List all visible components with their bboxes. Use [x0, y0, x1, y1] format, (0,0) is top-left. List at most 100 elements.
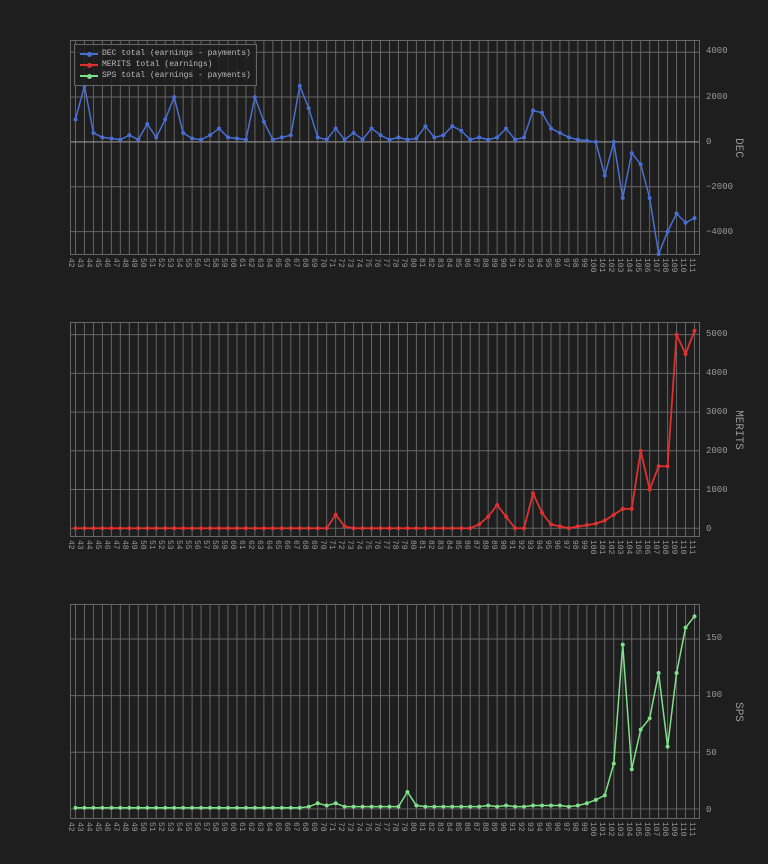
x-tick: 79	[399, 258, 408, 268]
x-tick: 48	[120, 822, 129, 832]
x-tick: 80	[408, 822, 417, 832]
x-tick: 71	[327, 822, 336, 832]
x-tick: 96	[552, 540, 561, 550]
x-tick: 103	[615, 258, 624, 272]
x-tick: 74	[354, 540, 363, 550]
y-tick: 0	[706, 805, 711, 815]
x-tick: 95	[543, 540, 552, 550]
x-tick: 63	[255, 540, 264, 550]
x-tick: 77	[381, 258, 390, 268]
y-tick: 2000	[706, 446, 728, 456]
x-tick: 105	[633, 822, 642, 836]
x-tick: 50	[138, 258, 147, 268]
x-tick: 94	[534, 258, 543, 268]
x-tick: 65	[273, 258, 282, 268]
x-tick: 49	[129, 258, 138, 268]
x-tick: 79	[399, 822, 408, 832]
x-tick: 67	[291, 822, 300, 832]
x-tick: 84	[444, 258, 453, 268]
x-tick: 102	[606, 822, 615, 836]
x-tick: 85	[453, 822, 462, 832]
x-tick: 99	[579, 258, 588, 268]
x-tick: 98	[570, 258, 579, 268]
x-tick: 78	[390, 540, 399, 550]
x-tick: 102	[606, 540, 615, 554]
x-tick: 88	[480, 258, 489, 268]
x-tick: 96	[552, 822, 561, 832]
x-tick: 51	[147, 540, 156, 550]
x-tick: 66	[282, 822, 291, 832]
x-tick: 52	[156, 822, 165, 832]
x-tick: 100	[588, 540, 597, 554]
x-tick: 76	[372, 822, 381, 832]
legend-label: MERITS total (earnings)	[102, 59, 212, 70]
x-tick: 91	[507, 822, 516, 832]
x-tick: 72	[336, 258, 345, 268]
x-tick: 61	[237, 540, 246, 550]
x-tick: 71	[327, 540, 336, 550]
x-tick: 68	[300, 258, 309, 268]
x-tick: 108	[660, 258, 669, 272]
x-tick: 60	[228, 540, 237, 550]
x-tick: 92	[516, 258, 525, 268]
x-tick: 76	[372, 540, 381, 550]
x-tick: 70	[318, 540, 327, 550]
x-axis-sps: 4243444546474849505152535455565758596061…	[70, 819, 700, 849]
x-tick: 87	[471, 258, 480, 268]
x-tick: 82	[426, 822, 435, 832]
x-tick: 102	[606, 258, 615, 272]
x-tick: 107	[651, 822, 660, 836]
x-tick: 58	[210, 540, 219, 550]
x-tick: 111	[687, 258, 696, 272]
x-tick: 85	[453, 540, 462, 550]
x-tick: 66	[282, 540, 291, 550]
y-tick: 5000	[706, 329, 728, 339]
y-label: MERITS	[732, 410, 744, 450]
x-tick: 58	[210, 258, 219, 268]
x-tick: 106	[642, 258, 651, 272]
x-tick: 44	[84, 822, 93, 832]
x-tick: 62	[246, 540, 255, 550]
x-tick: 60	[228, 822, 237, 832]
x-tick: 45	[93, 822, 102, 832]
x-tick: 57	[201, 822, 210, 832]
x-tick: 59	[219, 822, 228, 832]
x-tick: 46	[102, 258, 111, 268]
legend-swatch	[80, 64, 98, 66]
x-tick: 75	[363, 822, 372, 832]
chart-svg-sps	[71, 605, 699, 818]
x-tick: 68	[300, 822, 309, 832]
x-tick: 82	[426, 258, 435, 268]
y-tick: 2000	[706, 92, 728, 102]
x-tick: 51	[147, 258, 156, 268]
x-tick: 74	[354, 822, 363, 832]
x-tick: 81	[417, 540, 426, 550]
y-tick: 1000	[706, 485, 728, 495]
y-tick: −2000	[706, 182, 733, 192]
x-tick: 50	[138, 822, 147, 832]
x-tick: 66	[282, 258, 291, 268]
x-tick: 55	[183, 540, 192, 550]
x-tick: 88	[480, 540, 489, 550]
x-tick: 85	[453, 258, 462, 268]
x-tick: 108	[660, 822, 669, 836]
x-tick: 71	[327, 258, 336, 268]
x-tick: 110	[678, 258, 687, 272]
x-tick: 78	[390, 822, 399, 832]
x-tick: 54	[174, 540, 183, 550]
x-tick: 97	[561, 822, 570, 832]
x-tick: 63	[255, 822, 264, 832]
x-tick: 73	[345, 822, 354, 832]
chart-svg-merits	[71, 323, 699, 536]
x-tick: 60	[228, 258, 237, 268]
x-tick: 90	[498, 822, 507, 832]
y-tick: 50	[706, 748, 717, 758]
x-tick: 47	[111, 822, 120, 832]
x-tick: 104	[624, 540, 633, 554]
x-tick: 42	[66, 258, 75, 268]
x-tick: 53	[165, 822, 174, 832]
x-tick: 77	[381, 540, 390, 550]
x-tick: 50	[138, 540, 147, 550]
x-tick: 73	[345, 258, 354, 268]
x-tick: 98	[570, 822, 579, 832]
